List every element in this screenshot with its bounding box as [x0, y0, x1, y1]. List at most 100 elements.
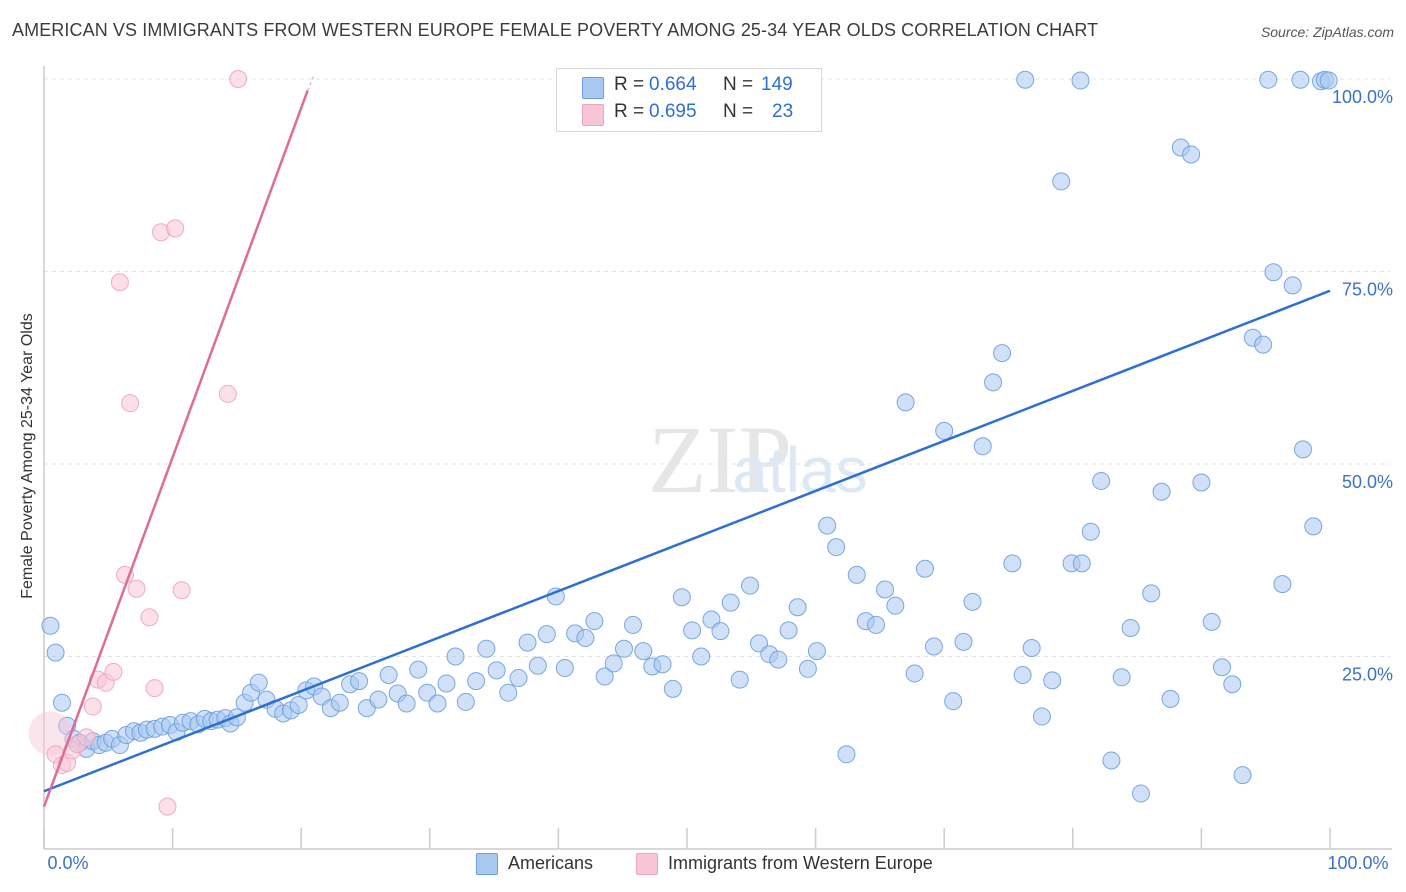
americans-point — [499, 683, 518, 702]
immigrants-point — [110, 273, 129, 292]
americans-point — [915, 559, 934, 578]
r-label: R = — [614, 74, 645, 95]
americans-point — [537, 625, 556, 644]
americans-point — [827, 538, 846, 557]
americans-point — [1022, 639, 1041, 658]
watermark: ZIP — [648, 406, 792, 513]
americans-point — [1273, 575, 1292, 594]
americans-point — [1071, 71, 1090, 90]
americans-point — [954, 632, 973, 651]
americans-point — [409, 660, 428, 679]
tick-labels: 25.0% 50.0% 75.0% 100.0% 0.0% 100.0% — [47, 87, 1393, 873]
immigrants-point — [140, 608, 159, 627]
r-value: 0.664 — [649, 74, 697, 95]
americans-point — [837, 745, 856, 764]
n-label: N = — [723, 74, 754, 95]
immigrants-point — [104, 662, 123, 681]
americans-point — [369, 690, 388, 709]
stats-box: R = 0.664 N = 149 R = 0.695 N = 23 — [556, 68, 822, 132]
americans-point — [779, 621, 798, 640]
immigrants-point — [158, 797, 177, 816]
americans-point — [876, 580, 895, 599]
immigrants-point — [145, 679, 164, 698]
americans-point — [53, 693, 72, 712]
americans-point — [467, 672, 486, 691]
americans-point — [456, 692, 475, 711]
americans-point — [487, 661, 506, 680]
immigrants-point — [218, 384, 237, 403]
americans-point — [788, 598, 807, 617]
americans-point — [963, 592, 982, 611]
y-tick-label: 75.0% — [1342, 280, 1393, 300]
americans-point — [847, 565, 866, 584]
americans-point — [711, 622, 730, 641]
y-tick-label: 50.0% — [1342, 472, 1393, 492]
americans-point — [1016, 70, 1035, 89]
y-tick-label: 25.0% — [1342, 665, 1393, 685]
americans-point — [944, 692, 963, 711]
americans-point — [428, 694, 447, 713]
immigrants-point — [83, 697, 102, 716]
americans-point — [623, 615, 642, 634]
americans-point — [397, 694, 416, 713]
americans-point — [1131, 784, 1150, 803]
immigrants-point — [166, 219, 185, 238]
americans-point — [1161, 689, 1180, 708]
americans-point — [1102, 751, 1121, 770]
americans-point — [1264, 263, 1283, 282]
n-label: N = — [723, 101, 754, 122]
americans-point — [924, 637, 943, 656]
americans-point — [1112, 668, 1131, 687]
americans-point — [1072, 554, 1091, 573]
americans-point — [1259, 70, 1278, 89]
immigrants-point — [28, 711, 73, 756]
americans-point — [350, 672, 369, 691]
americans-point — [576, 629, 595, 648]
americans-point — [993, 344, 1012, 363]
immigrants-legend-swatch — [636, 853, 658, 875]
grid-lines — [44, 78, 1390, 657]
legend-label-immigrants: Immigrants from Western Europe — [668, 853, 933, 873]
chart-title: AMERICAN VS IMMIGRANTS FROM WESTERN EURO… — [12, 20, 1099, 40]
immigrants-point — [77, 728, 96, 747]
source-label: Source: ZipAtlas.com — [1260, 24, 1394, 40]
americans-point — [1013, 665, 1032, 684]
americans-point — [1223, 675, 1242, 694]
americans-point — [1304, 517, 1323, 536]
immigrants-point — [229, 70, 248, 88]
americans-point — [1052, 172, 1071, 191]
americans-point — [896, 393, 915, 412]
stats-row-immigrants: R = 0.695 N = 23 — [557, 101, 821, 127]
americans-point — [518, 633, 537, 652]
trend-lines — [42, 74, 1331, 808]
americans-point — [818, 516, 837, 535]
americans-point — [1254, 335, 1273, 354]
axes — [43, 66, 1392, 850]
immigrants-trend-extension — [306, 74, 315, 91]
immigrants-point — [127, 579, 146, 598]
immigrants-swatch — [582, 104, 604, 126]
americans-point — [653, 655, 672, 674]
stats-row-americans: R = 0.664 N = 149 — [557, 74, 821, 100]
americans-point — [867, 615, 886, 634]
y-tick-label: 100.0% — [1332, 87, 1393, 107]
americans-point — [1092, 471, 1111, 490]
americans-point — [973, 437, 992, 456]
immigrants-point — [172, 581, 191, 600]
americans-point — [477, 639, 496, 658]
americans-point — [289, 696, 308, 715]
americans-point — [437, 674, 456, 693]
series-immigrants-points — [28, 70, 248, 816]
americans-point — [807, 642, 826, 661]
americans-point — [1319, 71, 1338, 90]
americans-point — [984, 373, 1003, 392]
series-americans-points — [41, 70, 1338, 803]
americans-trend-line — [43, 289, 1331, 793]
americans-point — [886, 596, 905, 615]
americans-point — [672, 588, 691, 607]
americans-point — [1212, 658, 1231, 677]
americans-point — [1121, 619, 1140, 638]
americans-point — [446, 647, 465, 666]
americans-point — [41, 616, 60, 635]
